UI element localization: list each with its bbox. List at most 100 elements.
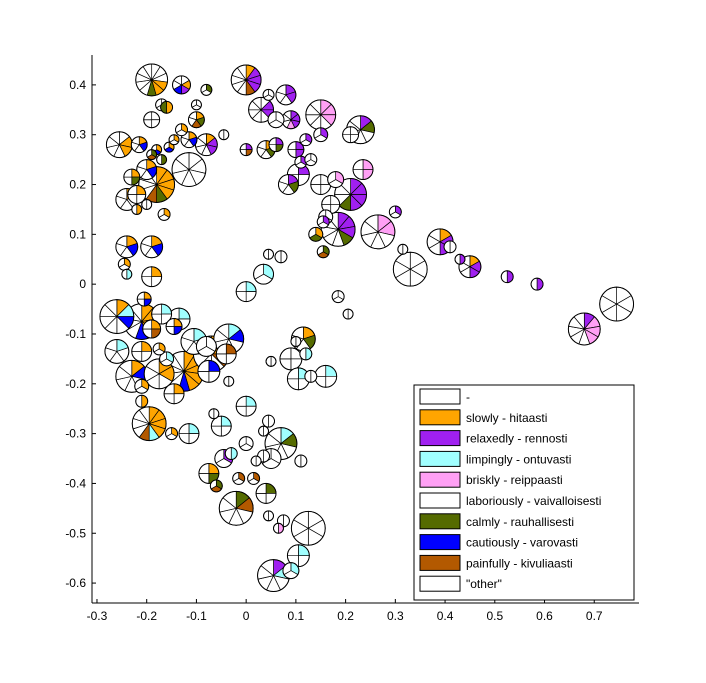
pie-marker [263, 248, 275, 260]
pie-marker [286, 367, 310, 391]
pie-outline [290, 335, 302, 347]
pie-outline [151, 303, 173, 325]
pie-marker [274, 250, 288, 264]
legend-label: - [466, 390, 470, 404]
pie-marker [316, 245, 330, 259]
pie-outline [200, 83, 213, 96]
pie-marker [197, 359, 221, 383]
pie-outline [397, 243, 409, 255]
pie-marker [313, 127, 329, 143]
pie-wedge [263, 248, 269, 260]
pie-marker [123, 168, 141, 186]
pie-outline [121, 268, 133, 280]
pie-outline [277, 174, 299, 195]
pie-wedge [305, 347, 313, 361]
legend-swatch [419, 513, 461, 530]
pie-outline [334, 178, 368, 211]
legend-swatch [419, 554, 461, 571]
pie-marker [136, 291, 152, 307]
pie-outline [287, 141, 305, 159]
pie-marker [238, 436, 254, 452]
pie-outline [500, 270, 514, 284]
pie-marker [134, 378, 150, 394]
pie-marker [454, 253, 466, 265]
legend-swatch [419, 575, 461, 592]
pie-wedge [126, 268, 133, 280]
pie-marker [290, 510, 326, 546]
pie-wedge [258, 425, 264, 437]
pie-outline [253, 263, 275, 285]
pie-outline [268, 137, 284, 153]
pie-outline [198, 463, 220, 484]
pie-marker [218, 129, 230, 141]
legend-swatch [419, 388, 461, 405]
axes [91, 55, 639, 604]
pie-marker [121, 268, 133, 280]
pie-marker [599, 286, 635, 322]
x-tick-label: 0.1 [288, 609, 305, 623]
pie-outline [248, 96, 275, 123]
pie-marker [140, 235, 164, 259]
pie-outline [159, 351, 175, 367]
x-tick-label: 0 [243, 609, 250, 623]
pie-marker [131, 406, 167, 442]
pie-marker [287, 141, 305, 159]
pie-outline [265, 355, 277, 367]
pie-wedge [506, 270, 514, 284]
pie-marker [331, 290, 345, 304]
x-tick-label: -0.2 [136, 609, 157, 623]
y-tick-label: 0.4 [69, 78, 86, 92]
pie-marker [156, 154, 168, 166]
pie-wedge [265, 356, 272, 367]
y-ticks: 0.4 0.3 0.2 0.1 0 -0.1 -0.2 -0.3 -0.4 -0.5 -0.6 [65, 78, 96, 590]
pie-marker [342, 308, 354, 320]
pie-marker [187, 111, 205, 129]
pie-outline [247, 471, 261, 485]
legend-label: limpingly - ontuvasti [466, 452, 571, 466]
pie-marker [352, 159, 374, 181]
legend-swatch [419, 534, 461, 551]
pie-marker [316, 215, 330, 229]
pie-wedge [454, 253, 461, 265]
pie-marker [314, 364, 338, 388]
pie-wedge [223, 375, 230, 387]
pie-outline [262, 88, 275, 101]
y-tick-label: -0.2 [65, 377, 86, 391]
pie-marker [458, 255, 482, 279]
pie-outline [267, 111, 285, 129]
pie-marker [258, 425, 270, 437]
pie-wedge [268, 248, 274, 260]
pie-marker [105, 131, 133, 159]
pie-outline [165, 427, 179, 441]
pie-marker [160, 100, 174, 114]
x-tick-label: -0.3 [87, 609, 108, 623]
pie-outline [209, 479, 223, 493]
pie-outline [127, 185, 147, 204]
pie-outline [263, 510, 275, 522]
x-tick-label: 0.3 [387, 609, 404, 623]
y-tick-label: 0.1 [69, 227, 86, 241]
pie-marker [255, 482, 277, 504]
legend-label: relaxedly - rennosti [466, 432, 567, 446]
pie-marker [223, 375, 235, 387]
pie-marker [163, 383, 185, 405]
pie-marker [141, 266, 163, 288]
pie-outline [131, 340, 153, 362]
x-tick-label: 0.7 [586, 609, 603, 623]
pie-marker [165, 427, 179, 441]
pie-outline [210, 415, 232, 437]
pie-outline [316, 245, 330, 259]
pie-outline [136, 291, 152, 307]
pie-outline [530, 277, 544, 291]
pie-outline [168, 134, 180, 146]
pie-outline [157, 207, 171, 221]
x-tick-label: 0.2 [337, 609, 354, 623]
pie-wedge [294, 454, 302, 468]
pie-wedge [270, 356, 277, 367]
pie-marker [195, 335, 217, 357]
pie-marker [143, 111, 161, 129]
pie-wedge [121, 268, 128, 280]
pie-marker [253, 263, 275, 285]
y-tick-label: 0 [79, 277, 86, 291]
pie-outline [258, 425, 270, 437]
